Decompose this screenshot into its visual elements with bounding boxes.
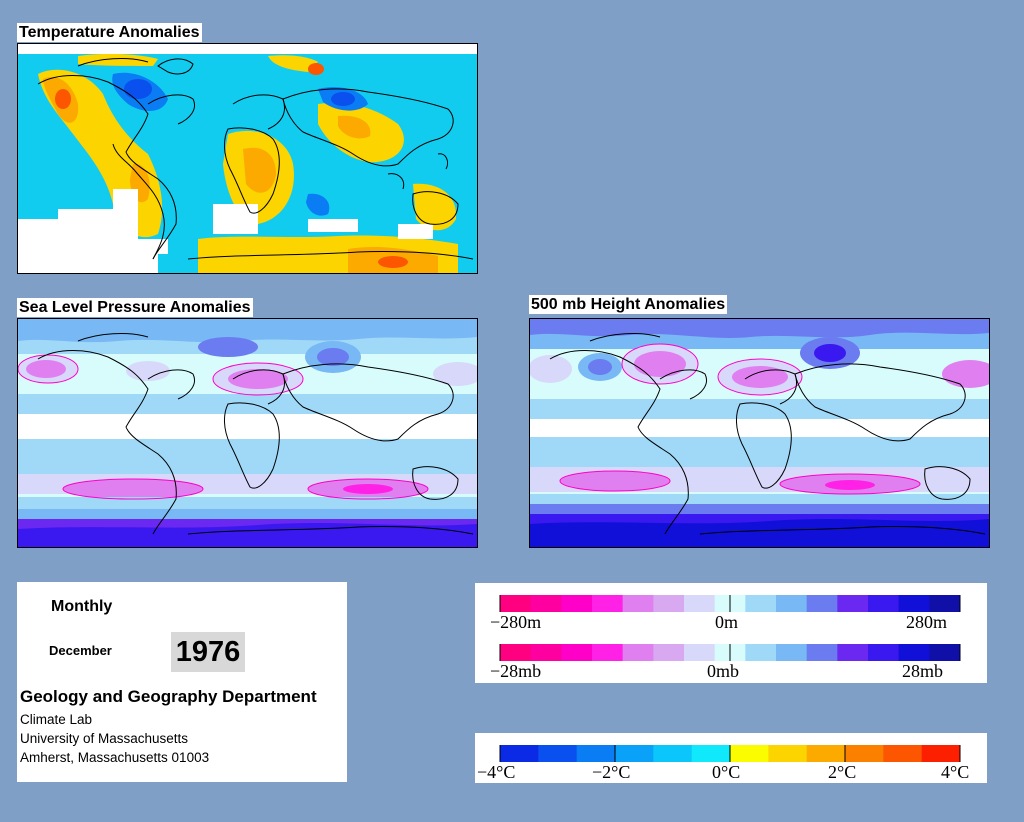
slp-colorbar-swatch <box>806 644 838 661</box>
temp-legend-label-1: −4°C <box>477 762 516 782</box>
height-colorbar-swatch <box>837 595 869 612</box>
temperature-legend: −4°C −2°C 0°C 2°C 4°C <box>475 733 987 783</box>
slp-legend-mid: 0mb <box>707 661 740 681</box>
height-colorbar-swatch <box>684 595 716 612</box>
slp-colorbar-swatch <box>929 644 961 661</box>
slp-colorbar-swatch <box>561 644 593 661</box>
slp-colorbar-swatch <box>530 644 562 661</box>
slp-legend-max: 28mb <box>902 661 944 681</box>
height-colorbar-swatch <box>868 595 900 612</box>
temp-legend-label-4: 2°C <box>828 762 857 782</box>
height-colorbar-swatch <box>622 595 654 612</box>
slp-colorbar-swatch <box>898 644 930 661</box>
slp-colorbar-swatch <box>622 644 654 661</box>
temperature-anomaly-map <box>17 43 478 274</box>
height-colorbar-swatch <box>653 595 685 612</box>
temperature-colorbar-swatch <box>921 745 961 762</box>
height-colorbar-swatch <box>500 595 532 612</box>
temperature-colorbar-swatch <box>691 745 731 762</box>
slp-colorbar-swatch <box>653 644 685 661</box>
height-colorbar-swatch <box>898 595 930 612</box>
height-colorbar-swatch <box>530 595 562 612</box>
slp-colorbar-swatch <box>684 644 716 661</box>
height-slp-colorbars <box>499 595 961 661</box>
temperature-colorbar-swatch <box>653 745 693 762</box>
slp-anomaly-map <box>17 318 478 548</box>
temperature-colorbar-swatch <box>806 745 846 762</box>
address-line-1: Climate Lab <box>20 712 93 727</box>
month-label: December <box>49 643 112 658</box>
year-label: 1976 <box>171 632 245 672</box>
temp-legend-label-3: 0°C <box>712 762 741 782</box>
temperature-colorbar-swatch <box>730 745 769 762</box>
slp-map-title: Sea Level Pressure Anomalies <box>17 298 253 317</box>
address-line-2: University of Massachusetts <box>20 731 189 746</box>
height-colorbar-swatch <box>592 595 624 612</box>
temperature-colorbar-swatch <box>500 745 539 762</box>
temperature-colorbar <box>499 745 961 762</box>
height-colorbar-swatch <box>561 595 593 612</box>
height-legend-mid: 0m <box>715 612 739 632</box>
temperature-map-title: Temperature Anomalies <box>17 23 202 42</box>
department-label: Geology and Geography Department <box>20 687 317 706</box>
height500-anomaly-map <box>529 318 990 548</box>
temperature-colorbar-swatch <box>845 745 884 762</box>
slp-colorbar-swatch <box>500 644 532 661</box>
height-slp-legend: −280m 0m 280m −28mb 0mb 28mb <box>475 583 987 683</box>
height500-map-title: 500 mb Height Anomalies <box>529 295 728 314</box>
slp-colorbar-swatch <box>837 644 869 661</box>
slp-colorbar-swatch <box>745 644 777 661</box>
temperature-colorbar-swatch <box>538 745 578 762</box>
info-panel: Monthly December 1976 Geology and Geogra… <box>17 582 347 782</box>
height-legend-min: −280m <box>490 612 542 632</box>
height-colorbar-swatch <box>806 595 838 612</box>
temperature-colorbar-swatch <box>615 745 654 762</box>
height-legend-max: 280m <box>906 612 948 632</box>
temperature-colorbar-swatch <box>576 745 616 762</box>
period-type-label: Monthly <box>51 598 113 615</box>
height-colorbar-swatch <box>776 595 808 612</box>
height-colorbar-swatch <box>929 595 961 612</box>
temperature-colorbar-swatch <box>883 745 923 762</box>
temp-legend-label-5: 4°C <box>941 762 970 782</box>
temperature-colorbar-swatch <box>768 745 808 762</box>
address-line-3: Amherst, Massachusetts 01003 <box>20 750 210 765</box>
slp-colorbar-swatch <box>592 644 624 661</box>
slp-colorbar-swatch <box>868 644 900 661</box>
slp-legend-min: −28mb <box>490 661 542 681</box>
height-colorbar-swatch <box>745 595 777 612</box>
slp-colorbar-swatch <box>776 644 808 661</box>
temp-legend-label-2: −2°C <box>592 762 631 782</box>
